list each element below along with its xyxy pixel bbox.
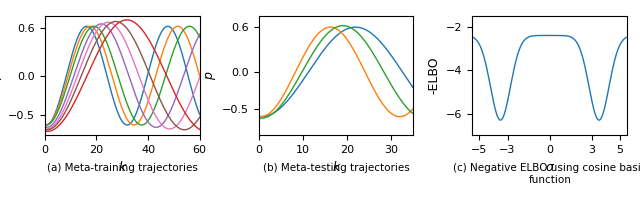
X-axis label: σ: σ (546, 161, 554, 174)
Y-axis label: -ELBO: -ELBO (428, 57, 440, 95)
X-axis label: k: k (118, 161, 126, 174)
Text: (c) Negative ELBO using cosine basis
function: (c) Negative ELBO using cosine basis fun… (453, 163, 640, 185)
X-axis label: k: k (332, 161, 340, 174)
Text: (a) Meta-training trajectories: (a) Meta-training trajectories (47, 163, 198, 173)
Y-axis label: p: p (204, 72, 216, 80)
Y-axis label: p: p (0, 72, 3, 80)
Text: (b) Meta-testing trajectories: (b) Meta-testing trajectories (262, 163, 410, 173)
